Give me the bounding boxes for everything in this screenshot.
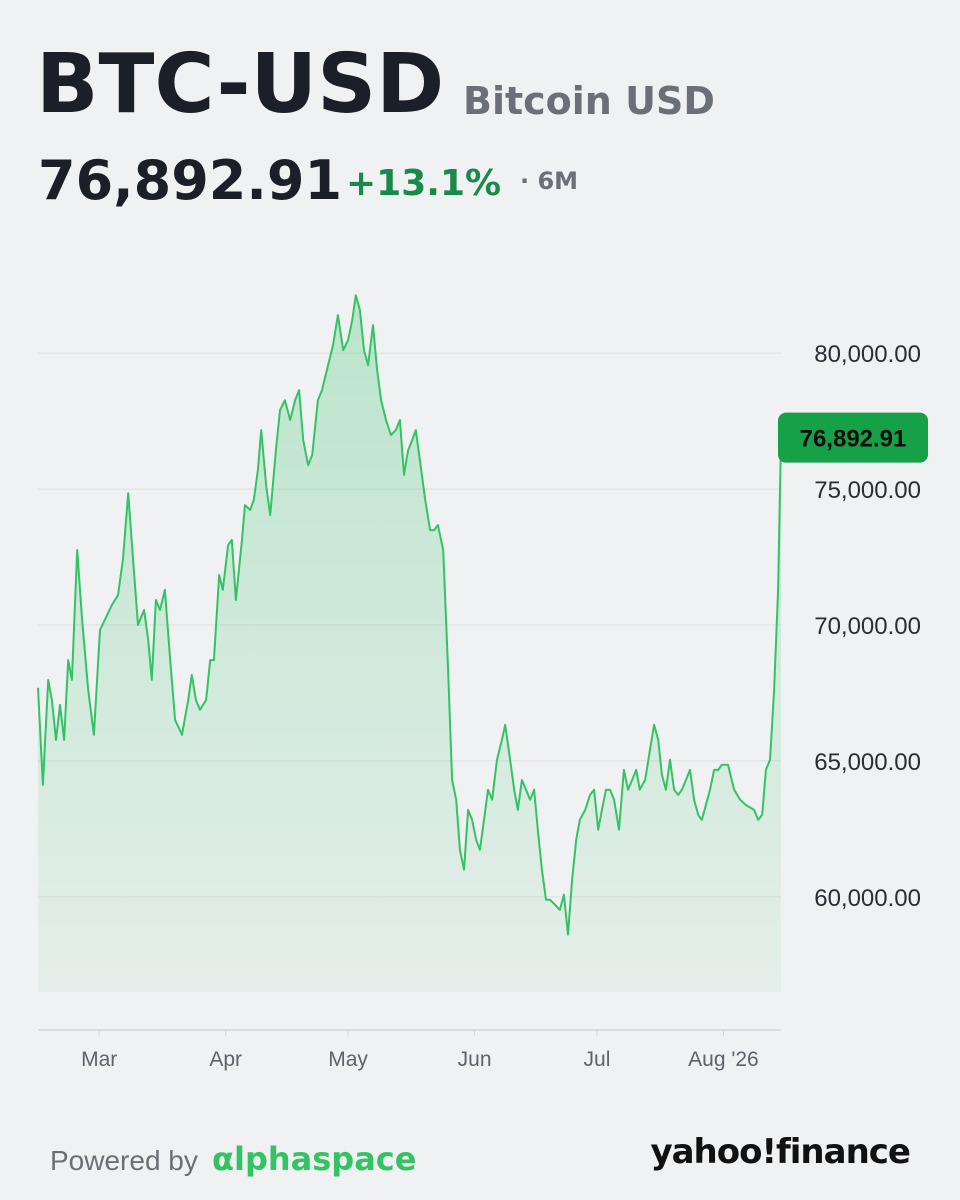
ticker-title: BTC-USD bbox=[36, 37, 444, 132]
price-line bbox=[37, 294, 782, 936]
last-price-label: 76,892.91 bbox=[800, 426, 907, 453]
x-tick-label: Apr bbox=[209, 1048, 242, 1071]
asset-name: Bitcoin USD bbox=[463, 79, 715, 123]
change: +13.1% bbox=[346, 163, 501, 204]
y-tick-label: 80,000.00 bbox=[814, 341, 921, 368]
logo: yahoo!finance bbox=[650, 1132, 910, 1172]
x-tick-label: May bbox=[328, 1048, 368, 1071]
last-price-badge bbox=[778, 412, 928, 463]
y-tick-label: 70,000.00 bbox=[814, 613, 921, 640]
x-tick-label: Mar bbox=[81, 1048, 117, 1071]
x-tick-label: Aug '26 bbox=[688, 1048, 759, 1071]
area-fill bbox=[38, 295, 781, 992]
x-tick-label: Jun bbox=[458, 1048, 492, 1071]
y-tick-label: 75,000.00 bbox=[814, 477, 921, 504]
y-tick-label: 65,000.00 bbox=[814, 749, 921, 776]
period: · 6M bbox=[520, 167, 578, 195]
powered-by: Powered by bbox=[50, 1145, 198, 1176]
x-tick-label: Jul bbox=[584, 1048, 611, 1071]
brand: αlphaspace bbox=[212, 1140, 416, 1178]
y-tick-label: 60,000.00 bbox=[814, 885, 921, 912]
price: 76,892.91 bbox=[38, 149, 342, 212]
